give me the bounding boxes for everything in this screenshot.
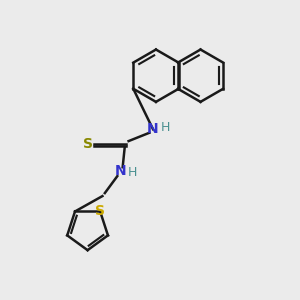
Text: H: H <box>128 166 137 179</box>
Text: N: N <box>147 122 159 136</box>
Text: S: S <box>83 137 93 151</box>
Text: S: S <box>95 205 105 218</box>
Text: N: N <box>115 164 126 178</box>
Text: H: H <box>161 121 170 134</box>
